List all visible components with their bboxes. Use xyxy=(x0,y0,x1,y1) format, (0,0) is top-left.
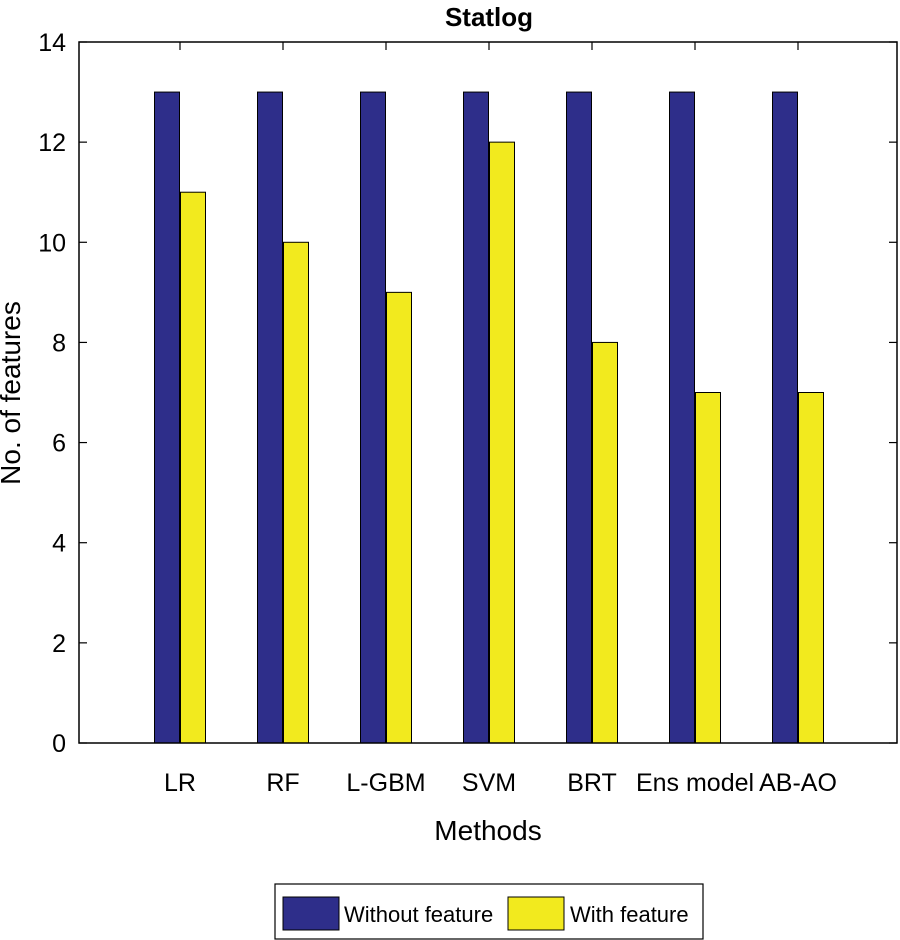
bar-without-feature-ab-ao xyxy=(772,91,798,744)
legend-label-without-feature: Without feature xyxy=(344,902,493,927)
bar-without-feature-brt xyxy=(566,91,592,744)
y-tick-label: 14 xyxy=(38,29,66,57)
bar-without-feature-l-gbm xyxy=(360,91,386,744)
bar-group xyxy=(154,91,824,744)
y-axis-label: No. of features xyxy=(0,301,26,485)
x-tick-label-svm: SVM xyxy=(462,769,516,797)
legend: Without feature With feature xyxy=(274,883,704,940)
y-tick-label: 0 xyxy=(52,730,66,758)
x-tick-label-ab-ao: AB-AO xyxy=(759,769,837,797)
bar-with-feature-ens-model xyxy=(695,392,721,744)
plot-area-frame xyxy=(78,41,898,744)
legend-swatch-with-feature xyxy=(507,896,565,931)
x-tick-label-brt: BRT xyxy=(567,769,617,797)
chart-title: Statlog xyxy=(445,2,533,32)
y-tick-label: 12 xyxy=(38,129,66,157)
y-tick-label: 8 xyxy=(52,329,66,357)
bar-with-feature-rf xyxy=(283,241,309,744)
y-tick-label: 4 xyxy=(52,530,66,558)
x-tick-label-lr: LR xyxy=(164,769,196,797)
legend-box xyxy=(274,883,704,940)
bar-without-feature-svm xyxy=(463,91,489,744)
bar-without-feature-rf xyxy=(257,91,283,744)
y-tick-label: 10 xyxy=(38,229,66,257)
legend-label-with-feature: With feature xyxy=(570,902,689,927)
bar-with-feature-lr xyxy=(180,191,206,744)
bar-with-feature-brt xyxy=(592,341,618,744)
x-tick-label-rf: RF xyxy=(266,769,299,797)
y-tick-label: 6 xyxy=(52,430,66,458)
axis-ticks: 0 2 4 6 8 10 12 14 LR RF L-GBM SVM BRT Ens model AB-AO xyxy=(38,29,897,797)
bar-with-feature-ab-ao xyxy=(798,392,824,744)
bar-without-feature-ens-model xyxy=(669,91,695,744)
bar-with-feature-svm xyxy=(489,141,515,744)
x-axis-label: Methods xyxy=(434,815,541,846)
x-tick-label-l-gbm: L-GBM xyxy=(346,769,425,797)
bar-without-feature-lr xyxy=(154,91,180,744)
legend-swatch-without-feature xyxy=(282,896,340,931)
x-tick-label-ens-model: Ens model xyxy=(636,769,754,797)
bar-with-feature-l-gbm xyxy=(386,291,412,744)
y-tick-label: 2 xyxy=(52,630,66,658)
